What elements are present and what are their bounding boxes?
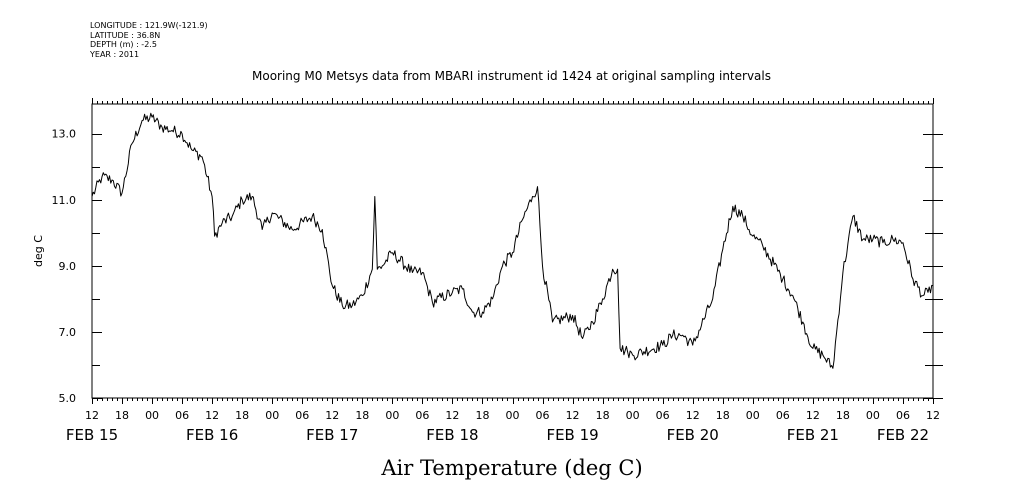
year-line: YEAR : 2011 [90, 49, 140, 59]
x-hour-tick-label: 00 [145, 409, 159, 422]
latitude-line: LATITUDE : 36.8N [90, 30, 161, 40]
x-hour-tick-label: 06 [656, 409, 670, 422]
x-hour-tick-label: 18 [836, 409, 850, 422]
dataset-metadata: LONGITUDE : 121.9W(-121.9) LATITUDE : 36… [90, 21, 208, 59]
x-hour-tick-label: 18 [355, 409, 369, 422]
x-hour-tick-label: 06 [776, 409, 790, 422]
x-hour-tick-label: 12 [566, 409, 580, 422]
y-axis-title: deg C [32, 235, 45, 267]
x-hour-tick-label: 12 [926, 409, 940, 422]
x-hour-tick-label: 06 [415, 409, 429, 422]
y-tick-label: 13.0 [52, 128, 77, 141]
chart-title: Mooring M0 Metsys data from MBARI instru… [252, 69, 771, 83]
x-hour-tick-label: 12 [205, 409, 219, 422]
x-hour-tick-label: 12 [445, 409, 459, 422]
air-temperature-series-line [91, 112, 934, 369]
x-day-label: FEB 16 [186, 426, 238, 444]
x-hour-tick-label: 18 [596, 409, 610, 422]
x-hour-tick-label: 12 [325, 409, 339, 422]
x-day-label: FEB 20 [667, 426, 719, 444]
x-day-label: FEB 15 [66, 426, 118, 444]
x-hour-tick-label: 12 [806, 409, 820, 422]
x-hour-tick-label: 00 [626, 409, 640, 422]
x-axis-title: Air Temperature (deg C) [380, 456, 642, 480]
x-day-label: FEB 19 [546, 426, 598, 444]
x-hour-tick-label: 06 [536, 409, 550, 422]
x-hour-tick-label: 00 [506, 409, 520, 422]
depth-line: DEPTH (m) : -2.5 [90, 40, 157, 49]
x-day-label: FEB 22 [877, 426, 929, 444]
x-hour-tick-label: 00 [385, 409, 399, 422]
x-hour-tick-label: 18 [716, 409, 730, 422]
x-hour-tick-label: 00 [746, 409, 760, 422]
x-day-label: FEB 18 [426, 426, 478, 444]
x-hour-tick-label: 06 [175, 409, 189, 422]
x-day-label: FEB 17 [306, 426, 358, 444]
tick-marks [92, 98, 943, 404]
x-hour-tick-label: 18 [235, 409, 249, 422]
longitude-line: LONGITUDE : 121.9W(-121.9) [90, 21, 208, 30]
plot-frame [91, 103, 934, 399]
x-hour-tick-label: 18 [115, 409, 129, 422]
y-tick-label: 7.0 [59, 326, 77, 339]
x-hour-tick-label: 06 [896, 409, 910, 422]
y-tick-label: 5.0 [59, 392, 77, 405]
x-hour-tick-label: 18 [475, 409, 489, 422]
y-tick-label: 11.0 [52, 194, 77, 207]
x-hour-tick-label: 12 [85, 409, 99, 422]
x-hour-tick-label: 12 [686, 409, 700, 422]
x-hour-tick-label: 00 [265, 409, 279, 422]
x-day-label: FEB 21 [787, 426, 839, 444]
y-tick-label: 9.0 [59, 260, 77, 273]
series-layer [91, 112, 934, 369]
axis-labels: 12 18 00 06 12 18 00 06 12 18 00 06 12 18 00 06 12 18 00 06… [52, 128, 941, 444]
x-hour-tick-label: 06 [295, 409, 309, 422]
x-hour-tick-label: 00 [866, 409, 880, 422]
